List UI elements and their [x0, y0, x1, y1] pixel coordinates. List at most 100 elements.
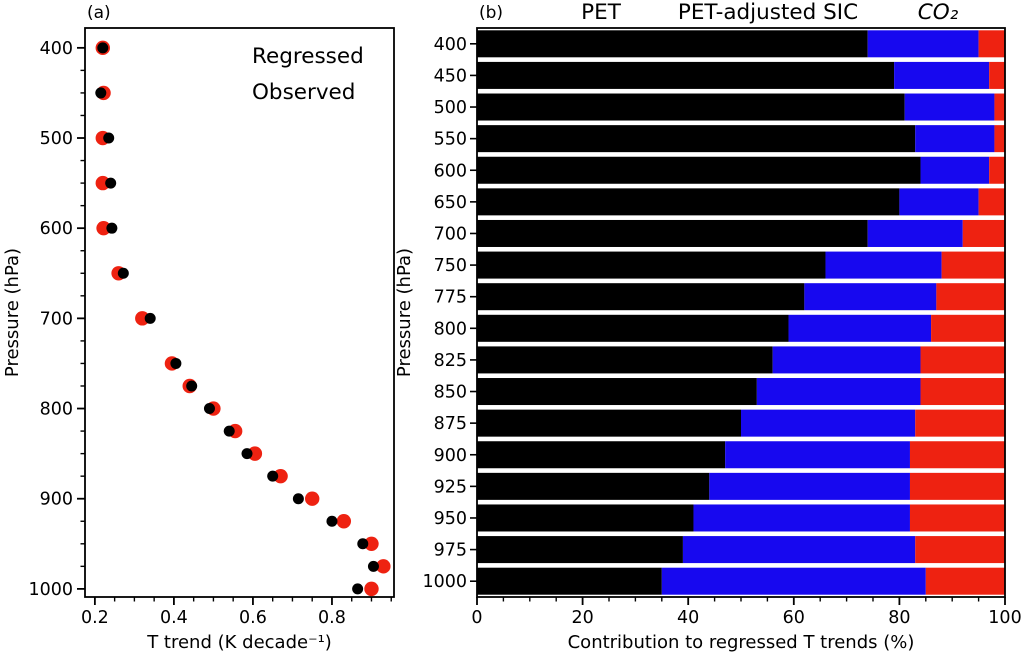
co2-bar-segment — [915, 409, 1005, 437]
pet-bar-segment — [477, 251, 826, 279]
sic-bar-segment — [825, 251, 942, 279]
y-tick-label: 550 — [434, 130, 467, 150]
observed-point — [292, 493, 304, 505]
pet-bar-segment — [477, 30, 868, 58]
pet-bar-segment — [477, 125, 916, 153]
y-tick-label: 500 — [40, 129, 73, 149]
sic-bar-segment — [904, 93, 995, 121]
y-tick-label: 925 — [434, 477, 467, 497]
y-tick-label: 650 — [434, 193, 467, 213]
panel-a-ylabel: Pressure (hPa) — [2, 248, 23, 377]
observed-point — [170, 357, 182, 369]
co2-bar-segment — [909, 472, 1005, 500]
y-tick-label: 400 — [434, 35, 467, 55]
sic-bar-segment — [772, 346, 921, 374]
x-tick-label: 80 — [888, 608, 910, 628]
y-tick-label: 1000 — [422, 572, 467, 592]
sic-bar-segment — [661, 567, 926, 595]
observed-point — [352, 583, 364, 595]
series-regressed — [95, 40, 391, 597]
sic-bar-segment — [867, 30, 979, 58]
regressed-point — [135, 311, 150, 326]
pet-bar-segment — [477, 61, 895, 89]
observed-point — [326, 515, 338, 527]
legend-b-co2: CO₂ — [918, 0, 959, 25]
observed-point — [186, 380, 198, 392]
panel-a: 400 500 600 700 800 900 1000 0.2 0.4 0.6 0.8 Pressu… — [2, 3, 395, 653]
pet-bar-segment — [477, 409, 741, 437]
sic-bar-segment — [920, 156, 990, 184]
panel-a-tag: (a) — [87, 3, 111, 23]
regressed-point — [364, 581, 379, 597]
panel-a-xlabel: T trend (K decade⁻¹) — [146, 632, 332, 653]
y-tick-label: 800 — [434, 319, 467, 339]
co2-bar-segment — [994, 93, 1005, 121]
sic-bar-segment — [682, 536, 916, 564]
y-tick-label: 600 — [40, 219, 73, 239]
observed-point — [241, 448, 253, 460]
sic-bar-segment — [894, 61, 990, 89]
y-tick-label: 900 — [434, 446, 467, 466]
sic-bar-segment — [915, 125, 995, 153]
co2-bar-segment — [920, 346, 1005, 374]
co2-bar-segment — [909, 504, 1005, 532]
y-tick-label: 800 — [40, 400, 73, 420]
observed-point — [95, 87, 107, 99]
co2-bar-segment — [978, 30, 1005, 58]
pet-bar-segment — [477, 536, 683, 564]
sic-bar-segment — [709, 472, 910, 500]
x-tick-label: 0.8 — [318, 608, 346, 628]
co2-bar-segment — [941, 251, 1005, 279]
co2-bar-segment — [994, 125, 1005, 153]
observed-point — [97, 42, 109, 54]
pet-bar-segment — [477, 314, 789, 342]
sic-bar-segment — [693, 504, 910, 532]
regressed-point — [273, 468, 288, 484]
observed-point — [105, 177, 117, 189]
co2-bar-segment — [962, 219, 1005, 247]
y-tick-label: 450 — [434, 66, 467, 86]
regressed-point — [364, 536, 379, 551]
panel-a-box — [84, 27, 395, 598]
x-tick-label: 0 — [471, 608, 482, 628]
pet-bar-segment — [477, 472, 710, 500]
observed-point — [106, 222, 118, 234]
legend-a-regressed: Regressed — [252, 44, 364, 69]
y-tick-label: 700 — [40, 309, 73, 329]
observed-point — [144, 312, 156, 324]
y-tick-label: 1000 — [28, 580, 73, 600]
co2-bar-segment — [915, 536, 1005, 564]
x-tick-label: 60 — [783, 608, 805, 628]
legend-a-observed: Observed — [252, 80, 355, 105]
panel-b-xlabel: Contribution to regressed T trends (%) — [568, 632, 915, 653]
pet-bar-segment — [477, 567, 662, 595]
y-tick-label: 400 — [40, 39, 73, 59]
observed-point — [117, 267, 129, 279]
sic-bar-segment — [804, 283, 937, 311]
observed-point — [103, 132, 115, 144]
y-tick-label: 600 — [434, 161, 467, 181]
co2-bar-segment — [931, 314, 1005, 342]
co2-bar-segment — [909, 441, 1005, 469]
pet-bar-segment — [477, 156, 921, 184]
co2-bar-segment — [989, 61, 1005, 89]
regressed-point — [376, 559, 391, 574]
co2-bar-segment — [978, 188, 1005, 216]
sic-bar-segment — [725, 441, 910, 469]
sic-bar-segment — [741, 409, 916, 437]
legend-b-pet-adjusted-sic: PET-adjusted SIC — [678, 0, 858, 25]
sic-bar-segment — [867, 219, 963, 247]
pet-bar-segment — [477, 283, 805, 311]
x-tick-label: 0.2 — [81, 608, 109, 628]
co2-bar-segment — [989, 156, 1005, 184]
y-tick-label: 700 — [434, 224, 467, 244]
x-tick-label: 0.6 — [239, 608, 267, 628]
observed-point — [357, 538, 369, 550]
x-tick-label: 0.4 — [160, 608, 188, 628]
y-tick-label: 500 — [434, 98, 467, 118]
sic-bar-segment — [756, 378, 921, 406]
pet-bar-segment — [477, 504, 694, 532]
x-tick-label: 20 — [571, 608, 593, 628]
regressed-point — [336, 514, 352, 529]
